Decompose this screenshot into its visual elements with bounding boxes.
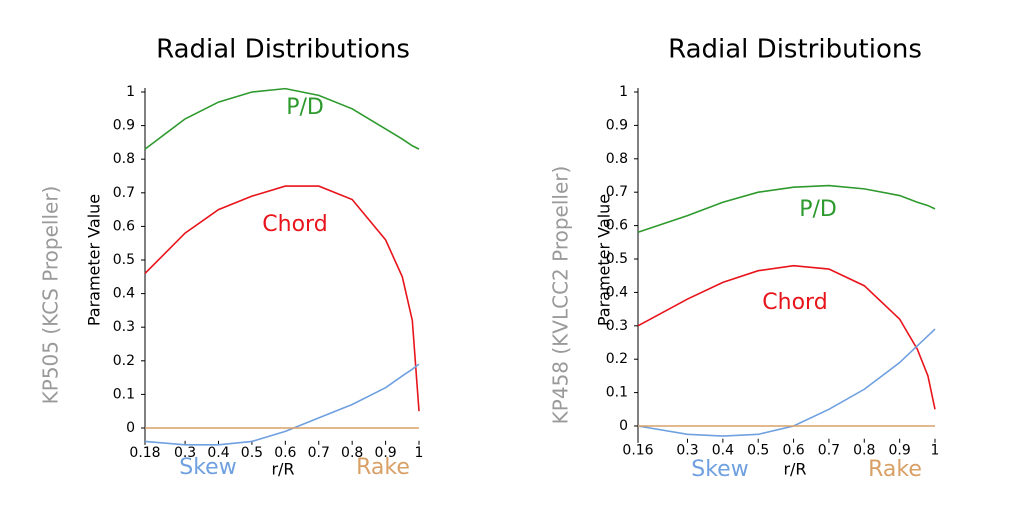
y-tick-label: 0.9 <box>606 117 628 133</box>
y-tick-label: 0.5 <box>606 251 628 267</box>
x-tick-label: 0.5 <box>747 443 769 459</box>
x-tick-label: 0.4 <box>207 445 229 461</box>
x-tick-label: 1 <box>415 445 424 461</box>
x-tick-label: 0.18 <box>129 445 160 461</box>
y-tick-label: 0.7 <box>113 185 135 201</box>
x-tick-label: 0.6 <box>274 445 296 461</box>
y-tick-label: 0 <box>619 418 628 434</box>
y-tick-label: 0.4 <box>113 286 135 302</box>
chart-title: Radial Distributions <box>668 35 922 65</box>
series-line <box>144 87 420 150</box>
y-tick-label: 0.8 <box>606 151 628 167</box>
series-line <box>144 363 420 446</box>
y-tick-label: 0.6 <box>606 218 628 234</box>
y-tick-label: 1 <box>619 84 628 100</box>
chart-title: Radial Distributions <box>156 35 410 65</box>
x-tick-label: 0.7 <box>818 443 840 459</box>
series-label: Chord <box>762 290 827 315</box>
series-label: Skew <box>179 455 236 480</box>
x-tick-label: 0.3 <box>174 445 196 461</box>
x-tick-label: 0.5 <box>241 445 263 461</box>
x-tick-label: 0.7 <box>308 445 330 461</box>
x-axis-label: r/R <box>271 460 294 479</box>
y-tick-label: 1 <box>126 84 135 100</box>
series-line <box>637 184 936 234</box>
series-label: P/D <box>286 95 324 120</box>
y-tick-label: 0.3 <box>113 319 135 335</box>
series-line <box>144 185 420 412</box>
series-label: Skew <box>691 457 748 482</box>
y-tick-label: 0.7 <box>606 184 628 200</box>
series-label: Rake <box>356 455 410 480</box>
x-tick-label: 1 <box>931 443 940 459</box>
x-tick-label: 0.8 <box>853 443 875 459</box>
series-label: Rake <box>868 457 922 482</box>
y-tick-label: 0.1 <box>606 385 628 401</box>
y-tick-label: 0 <box>126 420 135 436</box>
y-axis-label: Parameter Value <box>595 194 614 326</box>
y-tick-label: 0.9 <box>113 118 135 134</box>
y-tick-label: 0.2 <box>606 351 628 367</box>
y-tick-label: 0.3 <box>606 318 628 334</box>
y-axis-label: Parameter Value <box>85 194 104 326</box>
y-tick-label: 0.1 <box>113 386 135 402</box>
x-tick-label: 0.6 <box>782 443 804 459</box>
side-label: KP505 (KCS Propeller) <box>39 186 63 405</box>
x-tick-label: 0.3 <box>676 443 698 459</box>
series-line <box>637 264 936 410</box>
series-label: P/D <box>799 197 837 222</box>
x-tick-label: 0.8 <box>341 445 363 461</box>
x-tick-label: 0.9 <box>889 443 911 459</box>
x-tick-label: 0.4 <box>712 443 734 459</box>
series-label: Chord <box>262 212 327 237</box>
y-tick-label: 0.4 <box>606 284 628 300</box>
x-axis-label: r/R <box>783 460 806 479</box>
y-tick-label: 0.2 <box>113 353 135 369</box>
y-tick-label: 0.6 <box>113 218 135 234</box>
y-tick-label: 0.5 <box>113 252 135 268</box>
x-tick-label: 0.16 <box>622 443 653 459</box>
y-tick-label: 0.8 <box>113 151 135 167</box>
side-label: KP458 (KVLCC2 Propeller) <box>549 166 573 425</box>
x-tick-label: 0.9 <box>374 445 396 461</box>
series-line <box>637 328 936 437</box>
